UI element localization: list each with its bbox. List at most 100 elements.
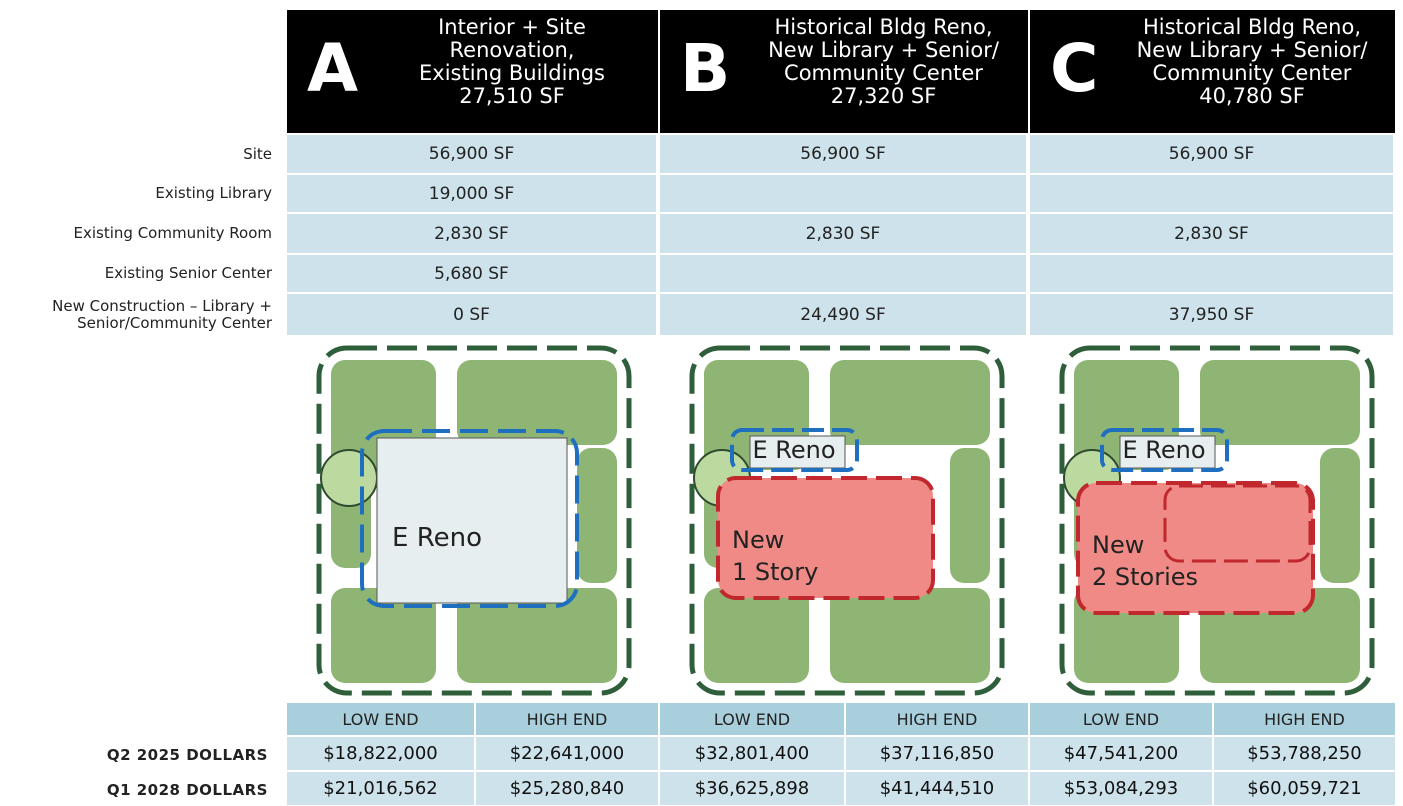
cost-cell: $60,059,721 xyxy=(1214,772,1395,805)
plan-label: 1 Story xyxy=(732,558,818,586)
option-title: Historical Bldg Reno, New Library + Senio… xyxy=(1115,16,1389,108)
new-building xyxy=(1076,481,1315,615)
row-label-line: Site xyxy=(243,144,272,163)
tree-area xyxy=(320,449,378,507)
area-cell: 2,830 SF xyxy=(660,214,1026,253)
option-area: 27,320 SF xyxy=(830,84,937,108)
reno-outline xyxy=(730,428,859,472)
area-cell: 24,490 SF xyxy=(660,294,1026,335)
option-header: C Historical Bldg Reno, New Library + Seni… xyxy=(1030,10,1395,133)
green-block xyxy=(457,360,617,445)
cost-cell: $25,280,840 xyxy=(476,772,658,805)
row-label-line: New Construction – Library + xyxy=(52,296,272,315)
site-plan: E Reno xyxy=(316,345,632,696)
cost-cell: $36,625,898 xyxy=(660,772,844,805)
title-line: Historical Bldg Reno, xyxy=(1142,15,1362,39)
option-title: Historical Bldg Reno, New Library + Senio… xyxy=(745,16,1022,108)
green-block xyxy=(1200,360,1360,445)
plan-label: New xyxy=(732,526,784,554)
cost-header: HIGH END xyxy=(1214,703,1395,735)
cost-cell: $47,541,200 xyxy=(1030,737,1212,770)
site-boundary xyxy=(1059,345,1375,696)
cost-cell: $22,641,000 xyxy=(476,737,658,770)
title-line: Renovation, xyxy=(449,38,575,62)
option-area: 27,510 SF xyxy=(459,84,565,108)
cost-cell: $41,444,510 xyxy=(846,772,1028,805)
green-block xyxy=(457,588,617,683)
plan-label: 2 Stories xyxy=(1092,563,1198,591)
cost-cell: $18,822,000 xyxy=(287,737,474,770)
title-line: Existing Buildings xyxy=(419,61,605,85)
option-letter: C xyxy=(1050,30,1099,107)
plan-label: E Reno xyxy=(1122,436,1205,464)
area-cell: 56,900 SF xyxy=(660,135,1026,173)
row-label: Existing Library xyxy=(0,175,272,212)
option-area: 40,780 SF xyxy=(1199,84,1305,108)
row-label: New Construction – Library + Senior/Commu… xyxy=(0,294,272,335)
cost-cell: $53,084,293 xyxy=(1030,772,1212,805)
area-cell: 2,830 SF xyxy=(1030,214,1393,253)
row-label-line: Existing Community Room xyxy=(73,224,272,242)
cost-cell: $21,016,562 xyxy=(287,772,474,805)
site-boundary xyxy=(316,345,632,696)
green-block xyxy=(704,588,809,683)
title-line: New Library + Senior/ xyxy=(768,38,999,62)
cost-header: HIGH END xyxy=(476,703,658,735)
green-block xyxy=(1320,448,1360,583)
row-label: Existing Senior Center xyxy=(0,255,272,292)
row-label-line: Senior/Community Center xyxy=(77,313,272,332)
title-line: New Library + Senior/ xyxy=(1136,38,1368,62)
area-cell: 56,900 SF xyxy=(287,135,656,173)
cost-header: HIGH END xyxy=(846,703,1028,735)
cost-label: Q2 2025 DOLLARS xyxy=(106,746,268,764)
cost-label: Q1 2028 DOLLARS xyxy=(106,781,268,799)
site-plan: E Reno New 2 Stories xyxy=(1059,345,1375,696)
row-label-line: Existing Library xyxy=(155,184,272,202)
reno-outline xyxy=(360,429,579,608)
cost-header: LOW END xyxy=(1030,703,1212,735)
area-cell: 2,830 SF xyxy=(287,214,656,253)
row-label: Existing Community Room xyxy=(0,214,272,253)
area-cell: 0 SF xyxy=(287,294,656,335)
existing-building xyxy=(1119,435,1216,469)
row-label-line: Existing Senior Center xyxy=(104,264,272,282)
site-plan: E Reno New 1 Story xyxy=(689,345,1005,696)
option-header: A Interior + Site Renovation, Existing Buil… xyxy=(287,10,658,133)
existing-building xyxy=(749,435,846,469)
green-block xyxy=(577,448,617,583)
green-block xyxy=(950,448,990,583)
plan-label: E Reno xyxy=(752,436,835,464)
area-cell xyxy=(660,255,1026,292)
area-cell xyxy=(1030,255,1393,292)
title-line: Historical Bldg Reno, xyxy=(774,15,993,39)
cost-header: LOW END xyxy=(660,703,844,735)
option-header: B Historical Bldg Reno, New Library + Seni… xyxy=(660,10,1028,133)
cost-header: LOW END xyxy=(287,703,474,735)
area-cell: 5,680 SF xyxy=(287,255,656,292)
area-cell: 19,000 SF xyxy=(287,175,656,212)
area-cell: 56,900 SF xyxy=(1030,135,1393,173)
area-cell xyxy=(1030,175,1393,212)
plan-label: E Reno xyxy=(392,523,482,553)
new-building xyxy=(716,476,935,600)
cost-cell: $37,116,850 xyxy=(846,737,1028,770)
title-line: Community Center xyxy=(784,61,983,85)
option-letter: B xyxy=(680,30,731,107)
row-label: Site xyxy=(0,135,272,173)
cost-cell: $32,801,400 xyxy=(660,737,844,770)
area-cell xyxy=(660,175,1026,212)
option-title: Interior + Site Renovation, Existing Build… xyxy=(372,16,652,108)
cost-cell: $53,788,250 xyxy=(1214,737,1395,770)
title-line: Community Center xyxy=(1152,61,1352,85)
existing-building xyxy=(376,437,568,604)
plan-label: New xyxy=(1092,531,1144,559)
green-block xyxy=(830,360,990,445)
title-line: Interior + Site xyxy=(438,15,586,39)
upper-story xyxy=(1163,484,1312,563)
green-block xyxy=(331,588,436,683)
option-letter: A xyxy=(307,30,359,107)
site-boundary xyxy=(689,345,1005,696)
area-cell: 37,950 SF xyxy=(1030,294,1393,335)
green-block xyxy=(830,588,990,683)
